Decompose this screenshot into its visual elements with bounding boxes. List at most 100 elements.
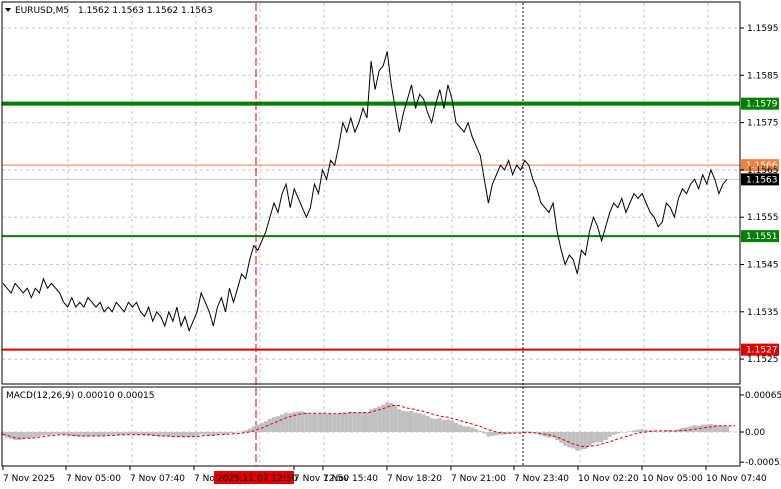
price-line [2,51,728,333]
macd-histogram-bar [591,432,596,444]
macd-histogram-bar [316,413,321,432]
macd-histogram-bar [77,432,82,437]
x-tick-label: 7 Nov 21:00 [451,474,506,484]
macd-histogram-bar [559,432,564,443]
macd-histogram-bar [433,418,438,432]
macd-histogram-bar [142,432,147,435]
macd-histogram-bar [154,432,159,436]
macd-histogram-bar [644,429,649,432]
macd-histogram-bar [397,409,402,432]
macd-histogram-bar [69,432,74,436]
macd-histogram-bar [632,430,636,432]
macd-histogram-bar [150,432,155,436]
macd-histogram-bar [623,432,628,433]
macd-histogram-bar [312,413,317,432]
macd-histogram-bar [551,432,556,438]
macd-histogram-bar [640,429,645,432]
macd-histogram-bar [393,405,398,432]
macd-histogram-bar [462,426,467,432]
macd-histogram-bar [478,430,483,432]
macd-histogram-bar [94,432,98,436]
macd-histogram-bar [656,431,661,432]
macd-histogram-bar [373,408,378,432]
current-price-label: 1.1563 [746,175,778,185]
level-tag-label: 1.1579 [746,100,778,110]
price-levels: 1.1579 1.1566 1.1551 1.1527 1.1563 [2,97,779,356]
macd-histogram-bar [259,422,264,432]
macd-histogram-bar [45,432,50,435]
macd-histogram-bar [215,432,220,435]
macd-histogram-bar [474,429,479,432]
macd-histogram-bar [696,425,701,432]
macd-histogram-bar [183,432,187,438]
x-tick-label: 7 Nov 12:50 [294,474,349,484]
macd-histogram-bar [49,432,54,435]
macd-histogram-bar [65,432,70,436]
y-tick-label: 1.1595 [747,24,779,34]
macd-histogram-bar [425,416,430,432]
macd-panel-frame [1,386,741,467]
macd-histogram-bar [603,432,608,440]
collapse-triangle-icon[interactable] [5,8,11,12]
level-tag-label: 1.1527 [746,346,778,356]
macd-histogram-bar [498,432,503,435]
macd-histogram-bar [336,413,341,432]
macd-histogram-bar [405,411,410,432]
macd-histogram-bar [187,432,192,438]
macd-histogram-bar [21,432,26,440]
macd-histogram-bar [328,413,333,432]
level-tag-label: 1.1566 [746,161,778,171]
macd-histogram-bar [526,431,531,432]
macd-histogram-bar [308,413,313,432]
macd-histogram-bar [454,422,458,432]
macd-histogram-bar [41,432,46,436]
symbol-label: EURUSD,M5 [15,6,69,16]
macd-histogram-bar [534,432,539,434]
macd-histogram-bar [195,432,200,436]
macd-histogram-bar [369,409,374,432]
level-tag [741,159,779,172]
macd-histogram-bar [114,432,119,435]
grid [2,3,740,466]
macd-histogram-bar [17,432,22,440]
macd-histogram-bar [332,414,337,432]
macd-histogram-bar [243,430,248,432]
macd-histogram-bar [37,432,42,436]
macd-histogram-bar [276,416,280,432]
x-tick-label: 7 Nov 05:00 [66,474,121,484]
macd-histogram-bar [146,432,151,436]
macd-histogram-bar [304,412,309,432]
y-tick-label: 1.1575 [747,119,779,129]
macd-histogram-bar [223,432,228,435]
macd-histogram-bar [53,432,58,435]
macd-histogram-bar [421,414,426,432]
macd-histogram-bar [203,432,208,435]
macd-histogram-bar [166,432,171,437]
price-series [2,51,728,333]
level-tag [741,230,779,243]
macd-histogram-bar [567,432,572,448]
macd-histogram-bar [162,432,167,437]
macd-histogram-bar [417,413,422,432]
x-tick-label: 7 Nov 18:20 [387,474,442,484]
y-tick-label: 1.1545 [747,261,779,271]
macd-histogram-bar [429,418,434,432]
macd-histogram-bar [130,432,135,435]
macd-histogram-bar [672,430,677,432]
macd-histogram-bar [437,418,442,432]
macd-histogram-bar [174,432,179,437]
level-tag-label: 1.1551 [746,232,778,242]
macd-histogram-bar [61,432,66,435]
macd-histogram-bar [1,432,5,436]
macd-histogram-bar [239,431,244,432]
crosshair-date-tag [214,471,294,484]
x-tick-label: 7 Nov 07:40 [130,474,185,484]
macd-histogram-bar [494,432,499,436]
y-tick-label: 1.1555 [747,213,779,223]
macd-histogram-bar [320,413,325,432]
macd-histogram-bar [704,424,709,432]
macd-histogram-bar [296,411,301,432]
macd-histogram-bar [595,432,600,443]
macd-histogram-bar [450,420,454,432]
